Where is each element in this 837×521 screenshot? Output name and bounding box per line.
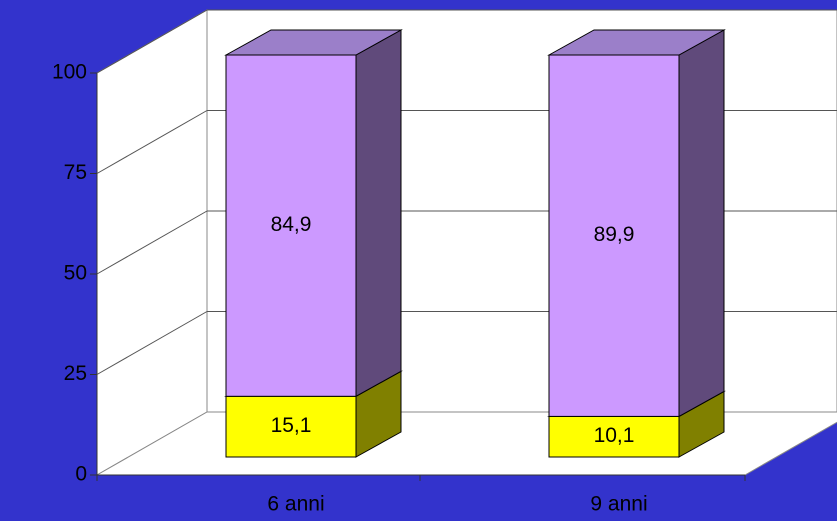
data-label: 89,9 — [594, 223, 635, 246]
grid-line — [96, 210, 208, 275]
grid-line — [96, 9, 208, 74]
y-tick-label: 100 — [52, 61, 87, 84]
bar — [548, 415, 680, 458]
y-tick-label: 0 — [75, 463, 87, 486]
bar — [225, 54, 357, 397]
y-tick-label: 50 — [64, 262, 87, 285]
bar-side — [355, 29, 402, 398]
data-label: 10,1 — [594, 424, 635, 447]
bar-side — [678, 29, 725, 418]
grid-line — [96, 311, 208, 375]
floor — [95, 411, 837, 476]
data-label: 84,9 — [271, 213, 312, 236]
grid-line — [96, 110, 208, 174]
data-label: 15,1 — [271, 414, 312, 437]
bar — [548, 54, 680, 417]
x-tick-label: 9 anni — [590, 493, 647, 516]
bar — [225, 395, 357, 458]
y-tick-label: 25 — [64, 362, 87, 385]
x-tick-label: 6 anni — [267, 493, 324, 516]
y-tick-label: 75 — [64, 161, 87, 184]
